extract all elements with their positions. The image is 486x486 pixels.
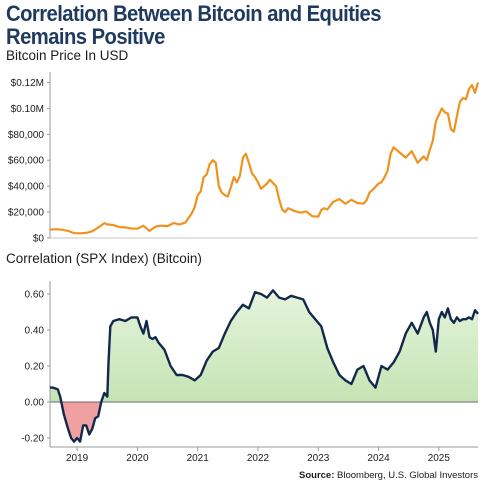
- price-y-tick-label: $0.12M: [11, 78, 44, 89]
- negative-correlation-area: [50, 402, 478, 442]
- x-tick-label: 2023: [307, 453, 330, 464]
- price-y-tick-label: $0: [33, 234, 45, 245]
- source-label: Source:: [299, 470, 335, 481]
- x-tick-label: 2021: [187, 453, 210, 464]
- x-tick-label: 2022: [247, 453, 270, 464]
- price-y-tick-label: $60,000: [8, 156, 45, 167]
- price-y-tick-label: $20,000: [8, 208, 45, 219]
- price-y-tick-label: $80,000: [8, 130, 45, 141]
- chart-title: Correlation Between Bitcoin and Equities…: [6, 1, 381, 49]
- positive-correlation-area: [50, 290, 478, 402]
- correlation-plot: -0.20 0.00 0.20 0.40 0.60 2019 2020 2021 2022 202…: [21, 281, 479, 464]
- correlation-y-tick-label: 0.20: [25, 362, 45, 373]
- correlation-y-tick-label: -0.20: [21, 434, 44, 445]
- bitcoin-price-line: [49, 82, 480, 235]
- price-plot: $0 $20,000 $40,000 $60,000 $80,000 $0.10M $0.1…: [8, 72, 480, 245]
- x-tick-label: 2024: [367, 453, 390, 464]
- source-text: Bloomberg, U.S. Global Investors: [334, 470, 478, 481]
- correlation-line: [50, 289, 479, 443]
- correlation-y-tick-label: 0.00: [25, 398, 45, 409]
- correlation-chart-subtitle: Correlation (SPX Index) (Bitcoin): [6, 251, 202, 266]
- correlation-y-tick-label: 0.40: [25, 326, 45, 337]
- price-chart-subtitle: Bitcoin Price In USD: [6, 48, 129, 63]
- source-note: Source: Bloomberg, U.S. Global Investors: [299, 470, 478, 481]
- x-tick-label: 2019: [66, 453, 89, 464]
- correlation-y-tick-label: 0.60: [25, 290, 45, 301]
- price-y-tick-label: $40,000: [8, 182, 45, 193]
- x-tick-label: 2025: [428, 453, 451, 464]
- price-y-tick-label: $0.10M: [11, 104, 44, 115]
- x-tick-label: 2020: [126, 453, 149, 464]
